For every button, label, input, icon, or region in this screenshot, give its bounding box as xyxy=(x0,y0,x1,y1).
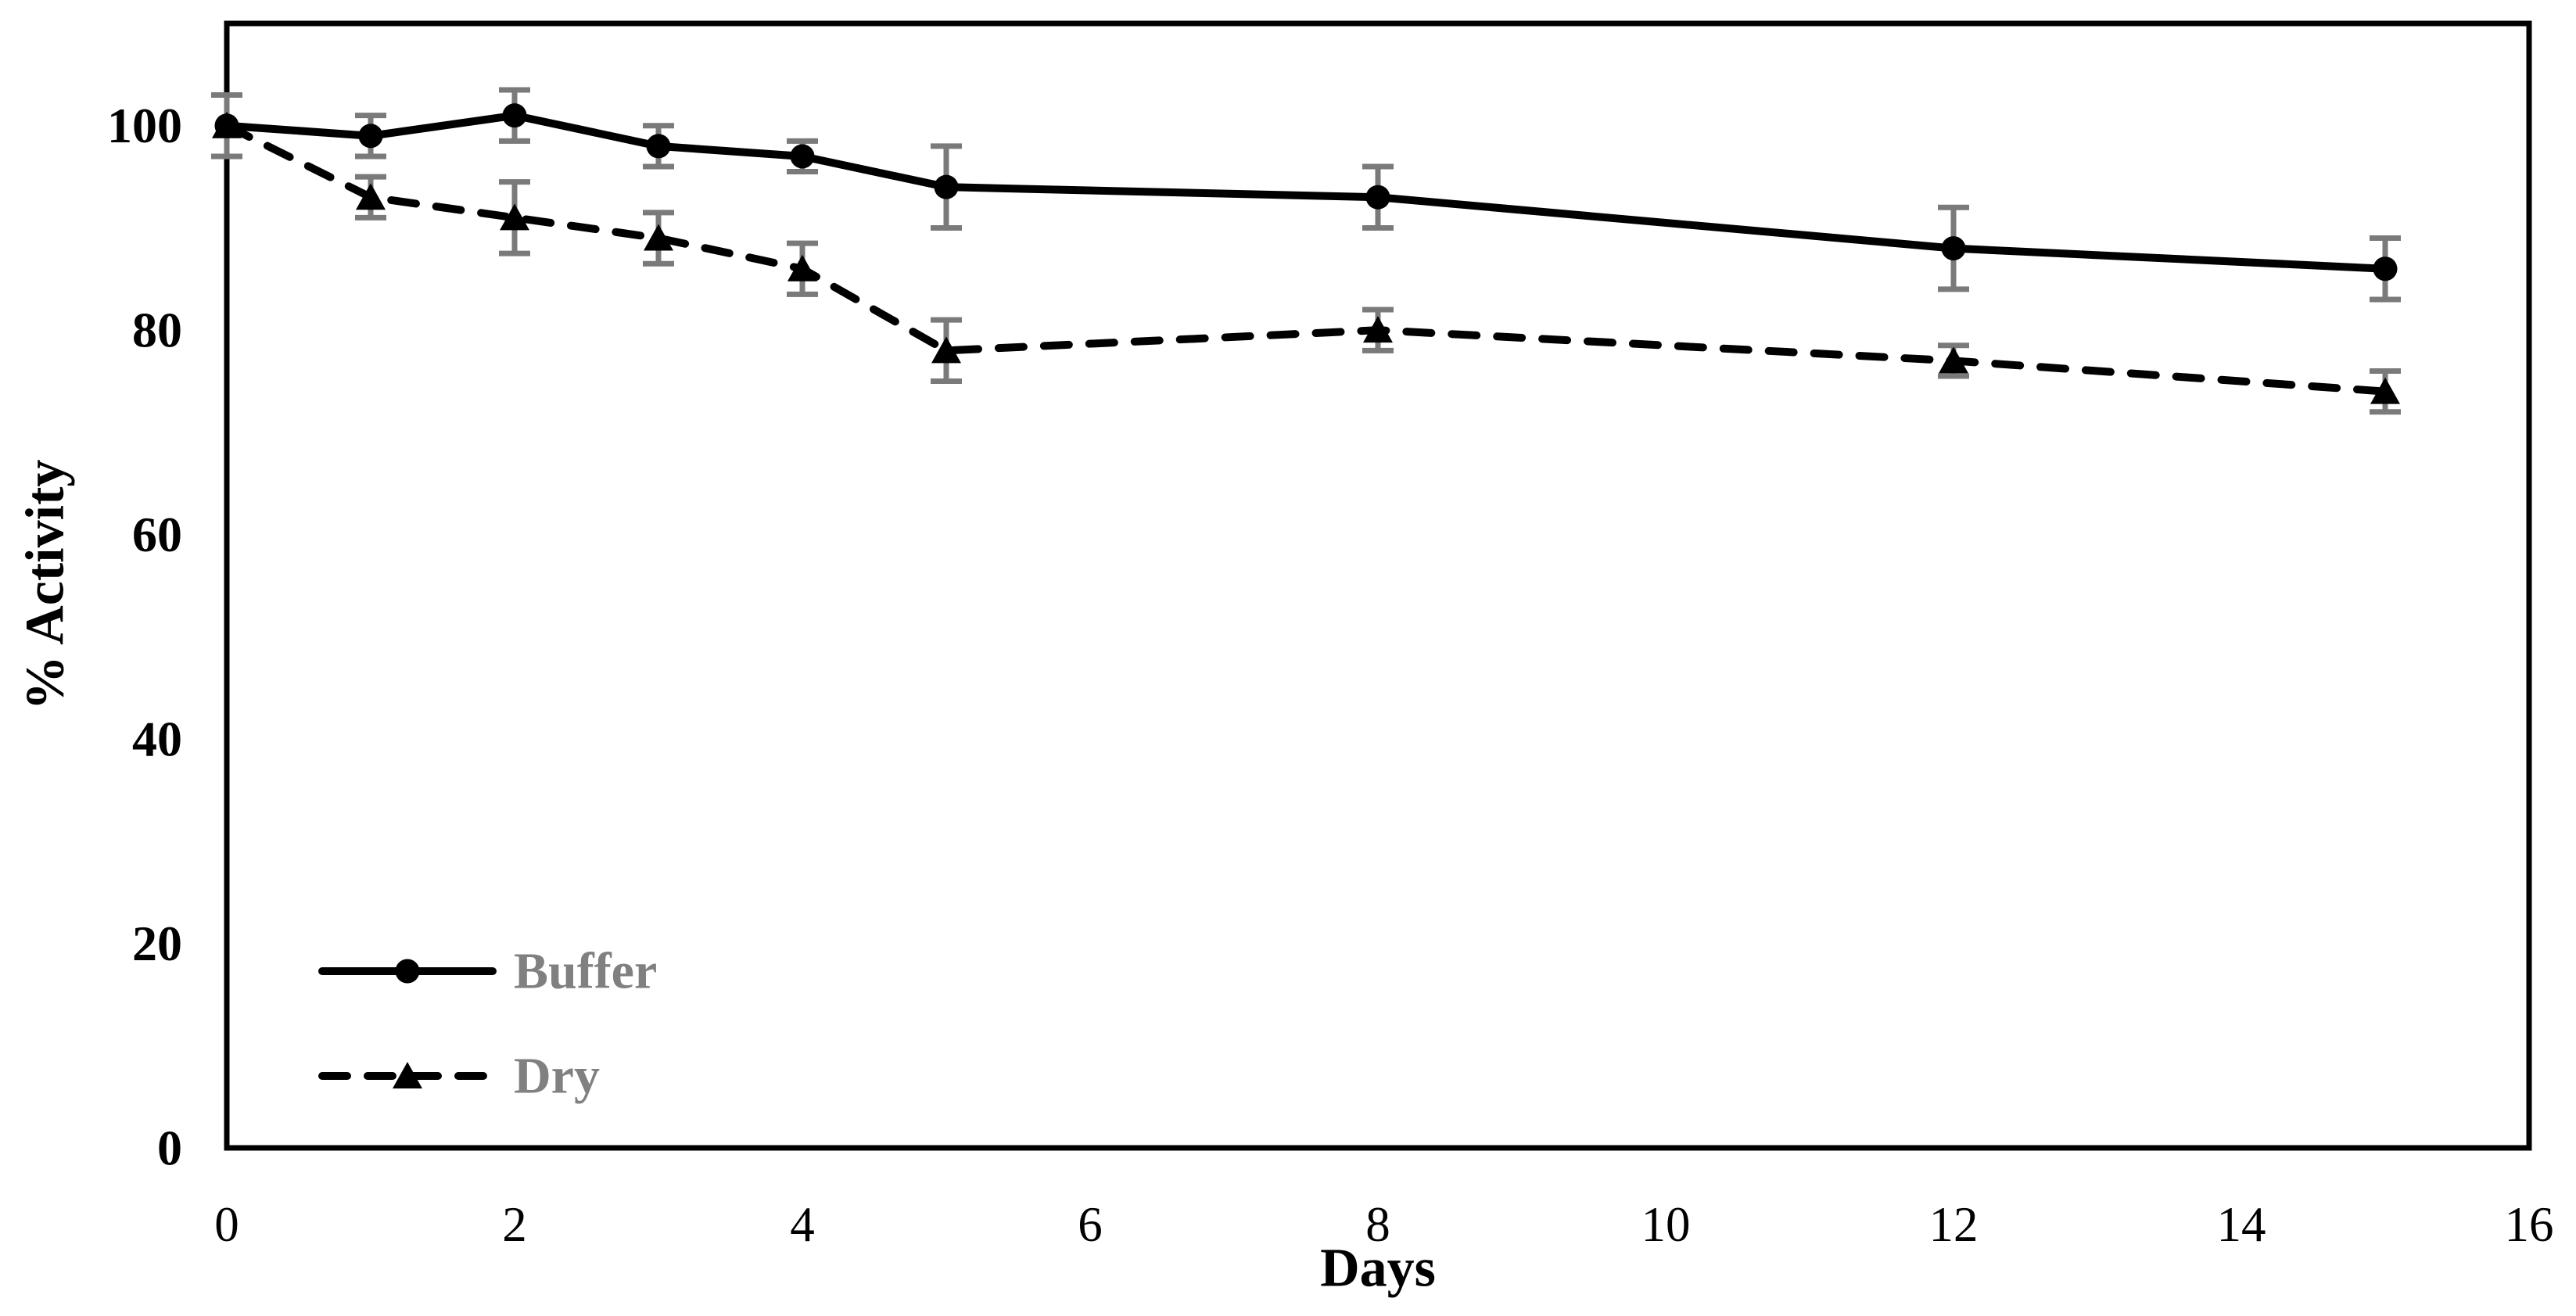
data-point-dry xyxy=(931,336,961,364)
data-point-buffer xyxy=(502,103,527,128)
x-axis-title: Days xyxy=(1320,1239,1436,1299)
data-series-layer xyxy=(212,103,2400,404)
data-point-dry xyxy=(788,254,817,281)
data-point-dry xyxy=(644,224,673,251)
x-axis-tick-labels: 0 2 4 6 8 10 12 14 16 xyxy=(214,1197,2553,1252)
y-tick-label: 80 xyxy=(132,303,182,358)
legend-item-buffer: Buffer xyxy=(318,943,657,1000)
data-point-buffer xyxy=(934,174,959,199)
data-point-buffer xyxy=(1941,236,1966,261)
data-point-dry xyxy=(500,203,529,231)
legend-label: Dry xyxy=(514,1048,600,1105)
plot-border xyxy=(224,20,2532,1151)
x-tick-label: 10 xyxy=(1641,1197,1691,1252)
data-point-dry xyxy=(356,183,386,210)
legend-label: Buffer xyxy=(514,943,657,1000)
data-point-buffer xyxy=(646,134,671,159)
y-tick-label: 0 xyxy=(157,1121,182,1176)
data-point-dry xyxy=(2370,377,2400,404)
data-point-buffer xyxy=(790,144,815,169)
series-line-dry xyxy=(223,121,2389,396)
x-tick-label: 6 xyxy=(1078,1197,1103,1252)
y-axis-title: % Activity xyxy=(16,460,76,711)
y-axis-tick-labels: 0 20 40 60 80 100 xyxy=(107,98,182,1175)
x-tick-label: 12 xyxy=(1929,1197,1979,1252)
y-tick-label: 40 xyxy=(132,712,182,767)
y-tick-label: 20 xyxy=(132,916,182,971)
data-point-buffer xyxy=(2373,256,2398,281)
x-tick-label: 2 xyxy=(502,1197,527,1252)
legend: Buffer Dry xyxy=(318,943,657,1105)
legend-item-dry: Dry xyxy=(318,1048,600,1105)
data-point-buffer xyxy=(358,124,383,149)
x-tick-label: 14 xyxy=(2217,1197,2266,1252)
x-tick-label: 0 xyxy=(214,1197,239,1252)
data-point-buffer xyxy=(1365,185,1390,210)
series-line-buffer xyxy=(223,111,2389,273)
x-tick-label: 4 xyxy=(790,1197,815,1252)
data-point-buffer xyxy=(214,113,239,138)
data-point-dry xyxy=(1939,346,1968,374)
x-tick-label: 16 xyxy=(2505,1197,2554,1252)
y-tick-label: 60 xyxy=(132,507,182,562)
data-point-dry xyxy=(1363,316,1393,343)
legend-marker-circle xyxy=(395,959,420,984)
x-tick-label: 8 xyxy=(1365,1197,1390,1252)
y-tick-label: 100 xyxy=(107,98,182,153)
legend-marker-triangle xyxy=(393,1062,422,1088)
